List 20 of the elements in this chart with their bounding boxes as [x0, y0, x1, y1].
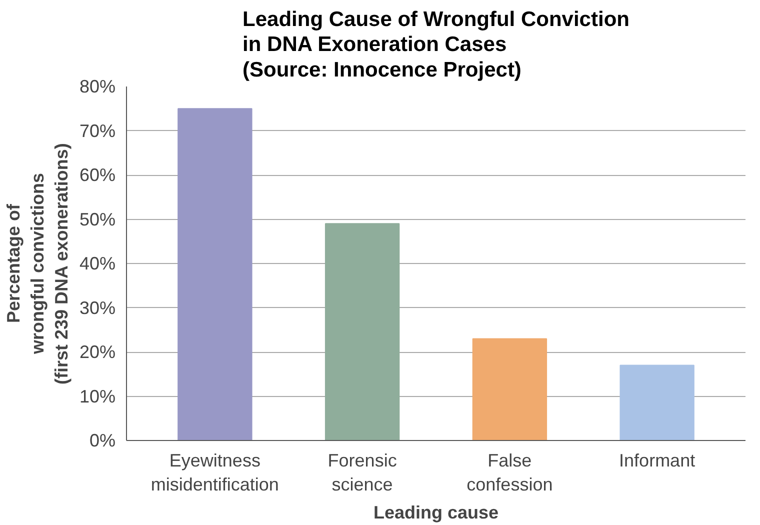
- x-tick-label: False confession: [466, 450, 553, 494]
- y-tick-label: 40%: [79, 254, 116, 274]
- y-tick-label: 10%: [79, 386, 116, 406]
- y-tick-label: 80%: [79, 76, 116, 96]
- y-tick-label: 30%: [79, 298, 116, 318]
- x-axis-title: Leading cause: [373, 502, 499, 522]
- y-tick-label: 0%: [89, 430, 116, 450]
- y-tick-label: 60%: [79, 165, 116, 185]
- x-tick-label: Informant: [619, 450, 696, 470]
- y-tick-label: 20%: [79, 342, 116, 362]
- bar: [178, 108, 252, 440]
- bar: [620, 364, 694, 440]
- bar: [472, 338, 548, 440]
- bar: [324, 223, 400, 440]
- y-tick-label: 50%: [79, 209, 116, 230]
- y-axis-title: Percentage of wrongful convictions (first 239 DNA exonerations): [3, 143, 72, 385]
- x-tick-label: Forensic science: [328, 450, 397, 494]
- x-tick-label: Eyewitness misidentification: [150, 450, 279, 494]
- chart-title: Leading Cause of Wrongful Conviction in DNA Exoneration Cases (Source: Innocence Project): [242, 8, 630, 82]
- y-tick-label: 70%: [79, 120, 116, 141]
